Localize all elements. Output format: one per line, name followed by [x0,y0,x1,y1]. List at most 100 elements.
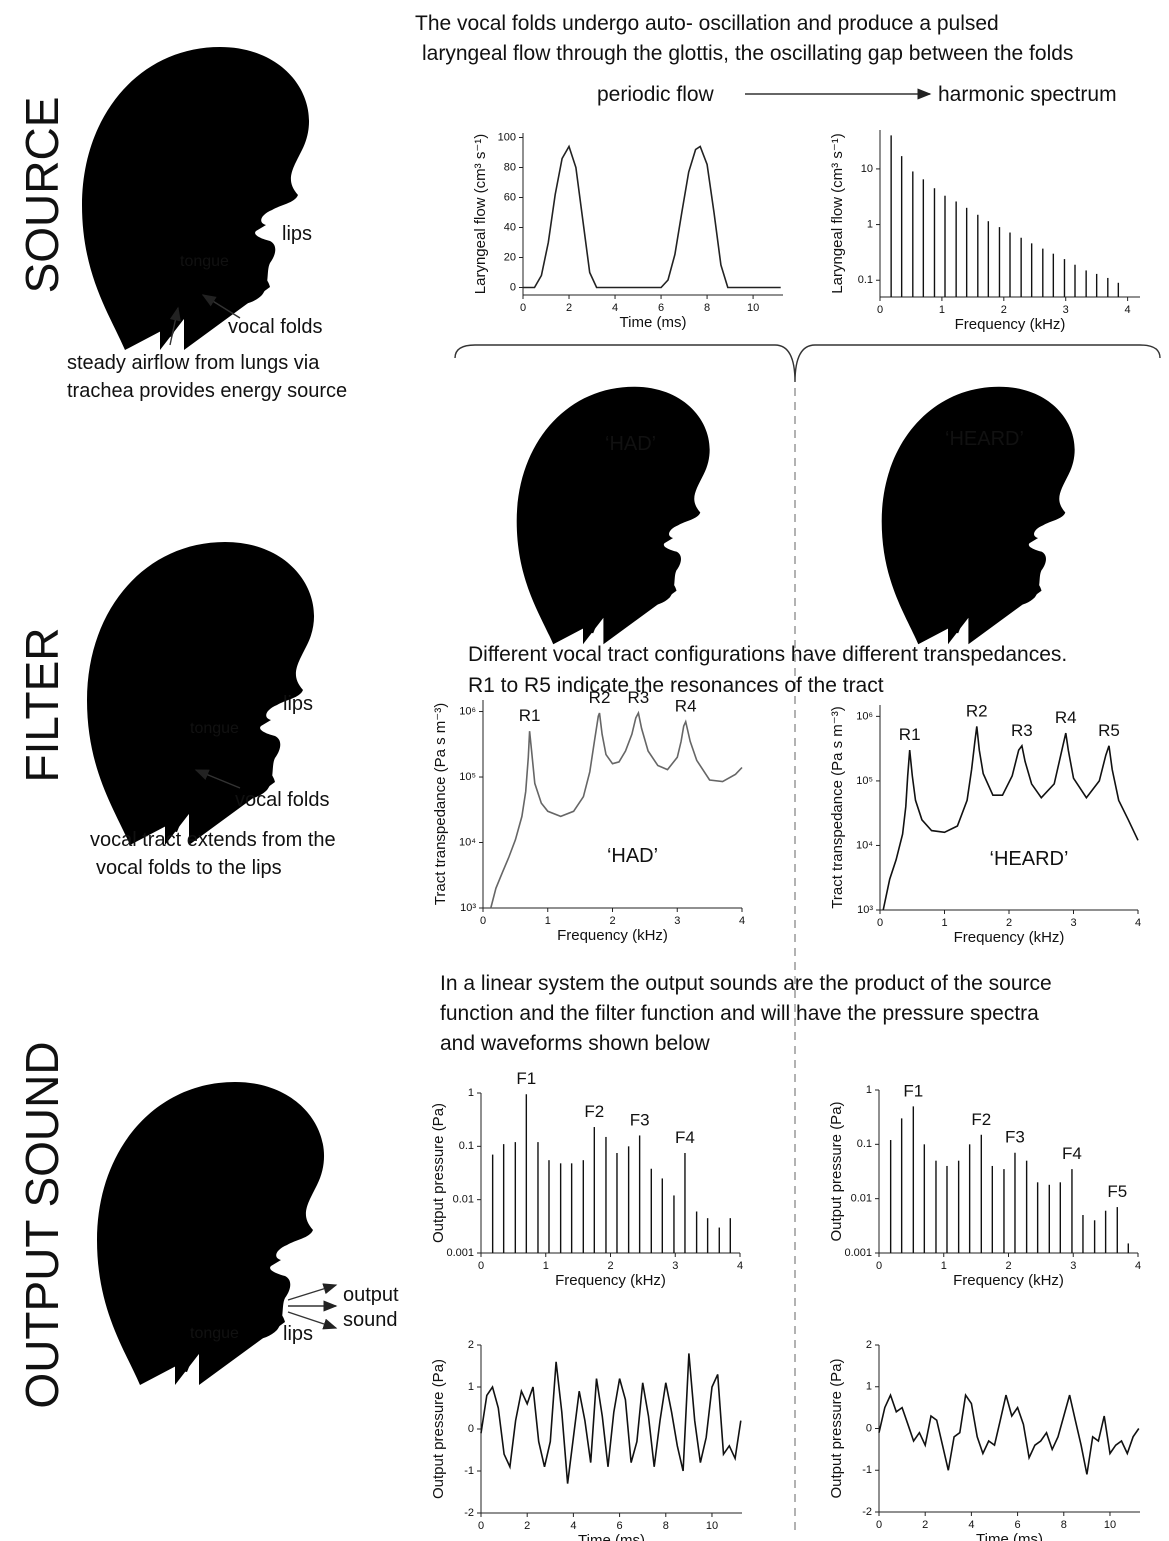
arrow [169,306,181,346]
x-tick-label: 1 [941,917,947,929]
label: lips [283,1323,313,1345]
x-tick-label: 1 [941,1260,947,1272]
x-axis-label: Frequency (kHz) [953,1272,1064,1289]
arrow [287,1283,338,1301]
y-tick-label: 1 [866,1381,872,1393]
y-axis-label: Output pressure (Pa) [430,1359,447,1499]
annotation: F5 [1107,1182,1127,1201]
y-tick-label: 10⁶ [856,710,873,722]
x-tick-label: 2 [1001,304,1007,316]
note: vocal folds to the lips [96,857,282,879]
annotation: R2 [589,688,611,707]
label: tongue [190,720,239,737]
annotation: F1 [903,1081,923,1100]
inset-label: ‘HEARD’ [990,848,1069,870]
y-axis-label: Output pressure (Pa) [430,1103,447,1243]
x-tick-label: 0 [877,917,883,929]
x-axis-label: Time (ms) [620,314,687,331]
y-axis-label: Output pressure (Pa) [828,1358,845,1498]
x-tick-label: 3 [674,915,680,927]
head-drawing [516,386,710,645]
x-tick-label: 4 [1135,1260,1141,1272]
note: vocal tract extends from the [90,829,336,851]
note: steady airflow from lungs via [67,352,320,374]
label: tongue [190,1325,239,1342]
curve [878,1392,1140,1475]
x-tick-label: 10 [706,1520,718,1532]
x-tick-label: 3 [1070,917,1076,929]
label: lips [283,693,313,715]
x-tick-label: 0 [876,1260,882,1272]
curve [523,144,781,289]
x-tick-label: 2 [1005,1260,1011,1272]
x-tick-label: 10 [1104,1519,1116,1531]
annotation: F4 [1062,1144,1082,1163]
x-tick-label: 6 [658,302,664,314]
label: vocal folds [228,316,323,338]
label: tongue [180,253,229,270]
x-tick-label: 0 [876,1519,882,1531]
inset-label: ‘HAD’ [607,845,658,867]
annotation: R4 [675,697,697,716]
y-tick-label: 0.1 [459,1140,474,1152]
x-tick-label: 2 [607,1260,613,1272]
x-axis-label: Frequency (kHz) [557,927,668,944]
x-tick-label: 0 [478,1520,484,1532]
annotation: R1 [519,706,541,725]
annotation: R2 [966,701,988,720]
curve [480,1353,742,1484]
x-tick-label: 8 [663,1520,669,1532]
annotation: F4 [675,1128,695,1147]
head-label: ‘HEARD’ [945,428,1024,450]
y-axis-label: Laryngeal flow (cm³ s⁻¹) [829,133,846,293]
label: sound [343,1309,398,1331]
annotation: F3 [1005,1128,1025,1147]
caption: function and the filter function and wil… [440,1002,1039,1025]
x-tick-label: 0 [877,304,883,316]
annotation: R3 [628,688,650,707]
y-tick-label: -2 [862,1506,872,1518]
y-tick-label: 20 [504,251,516,263]
x-tick-label: 2 [1006,917,1012,929]
caption: In a linear system the output sounds are… [440,972,1052,995]
x-tick-label: 3 [1070,1260,1076,1272]
y-axis-label: Laryngeal flow (cm³ s⁻¹) [472,134,489,294]
y-axis-label: Output pressure (Pa) [828,1101,845,1241]
caption: Different vocal tract configurations hav… [468,643,1067,666]
y-tick-label: 0.01 [453,1194,474,1206]
arrow [194,769,241,789]
caption: R1 to R5 indicate the resonances of the … [468,674,884,697]
caption: The vocal folds undergo auto- oscillatio… [415,12,999,35]
x-tick-label: 10 [747,302,759,314]
x-tick-label: 1 [939,304,945,316]
x-tick-label: 4 [968,1519,974,1531]
arrow-label: harmonic spectrum [938,83,1117,106]
y-tick-label: 10³ [460,902,476,914]
y-tick-label: 2 [866,1339,872,1351]
y-tick-label: 10⁴ [856,839,873,851]
y-tick-label: 10⁵ [856,775,873,787]
y-tick-label: 10 [861,163,873,175]
caption: laryngeal flow through the glottis, the … [422,42,1073,65]
annotation: F2 [584,1102,604,1121]
x-tick-label: 0 [480,915,486,927]
x-tick-label: 8 [704,302,710,314]
x-tick-label: 2 [922,1519,928,1531]
x-tick-label: 3 [1063,304,1069,316]
section-title: OUTPUT SOUND [16,1041,68,1408]
note: trachea provides energy source [67,380,347,402]
y-tick-label: 10⁵ [459,771,476,783]
label: vocal folds [235,789,330,811]
x-tick-label: 4 [737,1260,743,1272]
y-tick-label: 100 [498,131,516,143]
annotation: R4 [1055,708,1077,727]
y-tick-label: 2 [468,1339,474,1351]
x-axis-label: Frequency (kHz) [954,929,1065,946]
x-tick-label: 4 [612,302,618,314]
annotation: F1 [516,1069,536,1088]
annotation: F3 [630,1110,650,1129]
y-tick-label: -1 [862,1464,872,1476]
curve [882,726,1139,911]
section-title: FILTER [16,627,68,782]
x-tick-label: 0 [478,1260,484,1272]
